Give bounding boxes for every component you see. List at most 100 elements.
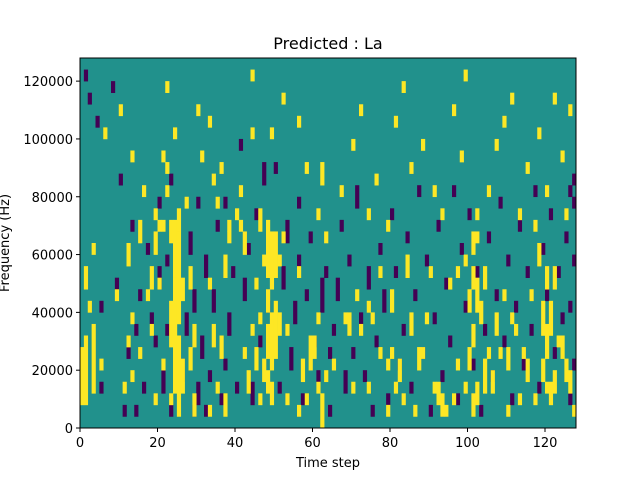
heatmap-cell-low [142,381,147,394]
heatmap-cell-high [126,243,131,267]
heatmap-cell-high [219,335,224,359]
heatmap-cell-low [339,219,344,232]
heatmap-cell-low [223,196,228,209]
heatmap-cell-high [258,393,263,406]
heatmap-cell-high [215,196,220,209]
heatmap-cell-low [525,266,530,278]
heatmap-cell-high [424,312,430,325]
heatmap-cell-high [269,312,275,371]
heatmap-cell-high [471,323,476,348]
heatmap-cell-high [238,219,244,232]
heatmap-cell-high [463,254,468,267]
heatmap-cell-high [366,381,371,394]
heatmap-cell-low [196,381,201,406]
heatmap-cell-high [223,393,228,417]
heatmap-cell-low [351,347,356,359]
heatmap-cell-low [475,266,480,278]
heatmap-cell-high [483,358,488,394]
heatmap-cell-low [297,196,302,209]
heatmap-cell-high [138,219,143,244]
heatmap-cell-low [285,219,290,244]
heatmap-cell-high [409,312,414,325]
heatmap-cell-low [223,358,228,371]
heatmap-cell-high [548,381,554,406]
heatmap-cell-low [560,312,565,325]
x-tick-label: 80 [382,436,399,451]
heatmap-cell-high [192,393,197,417]
heatmap-cell-high [316,312,321,325]
heatmap-cell-high [169,393,174,406]
heatmap-cell-high [312,335,317,359]
heatmap-cell-low [545,289,550,302]
heatmap-cell-low [537,381,542,394]
heatmap-cell-low [510,393,515,406]
heatmap-cell-high [300,358,306,383]
heatmap-cell-low [568,300,573,313]
heatmap-cell-low [568,185,573,198]
heatmap-cell-high [149,323,154,336]
heatmap-cell-high [475,381,480,406]
heatmap-cell-high [370,312,375,325]
heatmap-cell-low [347,254,352,267]
heatmap-cell-high [157,277,162,290]
heatmap-cell-low [328,347,333,359]
heatmap-cell-high [436,381,441,406]
heatmap-cell-low [467,208,472,221]
heatmap-cell-high [285,323,290,336]
heatmap-cell-high [545,266,550,290]
heatmap-cell-high [238,185,244,198]
heatmap-cell-high [246,370,251,394]
heatmap-cell-low [281,266,286,290]
heatmap-cell-low [374,335,379,348]
heatmap-cell-high [161,150,166,163]
y-tick-label: 80000 [32,191,73,206]
heatmap-cell-high [502,115,507,128]
heatmap-cell-high [359,104,364,117]
heatmap-cell-low [95,115,100,128]
heatmap-cell-low [304,289,309,302]
heatmap-cell-high [494,312,499,336]
heatmap-cell-low [99,300,104,313]
heatmap-cell-high [277,254,282,267]
y-tick-label: 20000 [32,364,73,379]
heatmap-cell-high [99,358,104,371]
heatmap-cell-low [231,266,236,278]
heatmap-cell-high [173,127,178,140]
heatmap-cell-high [173,277,178,336]
heatmap-cell-high [471,231,476,255]
heatmap-cell-high [192,323,197,348]
heatmap-cell-high [254,347,259,371]
heatmap-cell-high [421,347,426,359]
heatmap-cell-low [300,393,306,406]
heatmap-cell-low [432,312,437,325]
heatmap-cell-high [211,323,216,348]
heatmap-cell-high [455,358,461,371]
heatmap-cell-low [258,335,263,348]
heatmap-cell-high [560,335,565,359]
heatmap-cell-high [149,266,154,290]
heatmap-cell-low [459,243,464,255]
heatmap-cell-high [320,393,325,429]
heatmap-cell-high [572,404,577,417]
heatmap-cell-high [483,266,488,290]
x-tick-label: 60 [304,436,321,451]
heatmap-cell-high [297,266,302,278]
heatmap-cell-high [258,208,263,221]
heatmap-cell-high [432,185,437,198]
heatmap-cell-high [343,312,348,325]
heatmap-cell-high [440,208,445,221]
heatmap-cell-high [80,347,85,406]
heatmap-cell-high [428,266,433,278]
heatmap-cell-high [196,104,201,117]
heatmap-cell-high [517,393,523,406]
heatmap-cell-high [467,289,472,313]
heatmap-cell-low [494,289,499,302]
heatmap-cell-low [254,208,259,221]
heatmap-cell-high [355,289,360,302]
heatmap-cell-high [207,404,213,417]
heatmap-cell-high [413,404,418,417]
heatmap-cell-high [564,358,569,383]
heatmap-cell-high [366,208,371,221]
heatmap-cell-high [219,162,224,174]
heatmap-cell-high [273,300,278,359]
